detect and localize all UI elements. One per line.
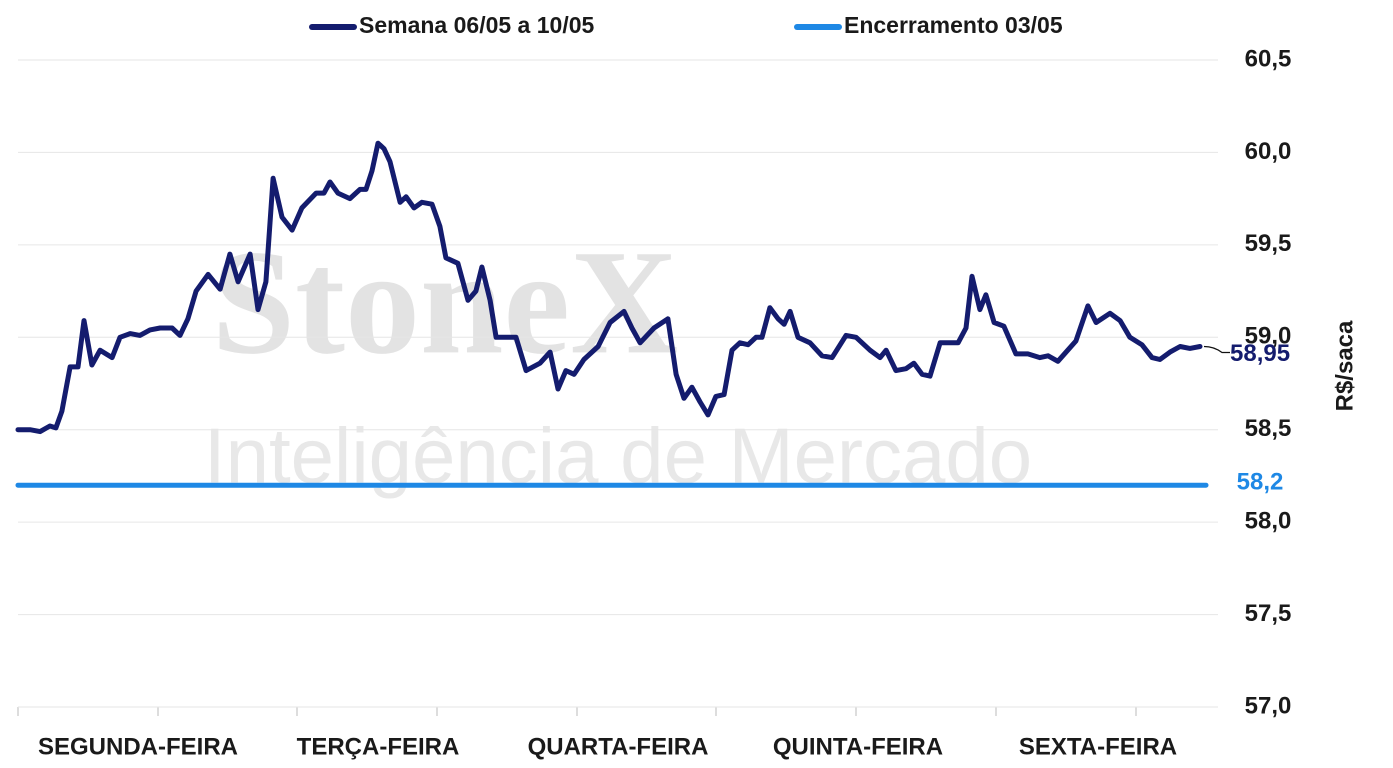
- x-tick-label: SEXTA-FEIRA: [1019, 733, 1177, 760]
- x-tick-label: QUINTA-FEIRA: [773, 733, 943, 760]
- y-tick-label: 59,5: [1245, 230, 1292, 257]
- y-tick-label: 58,5: [1245, 415, 1292, 442]
- legend-label: Semana 06/05 a 10/05: [359, 12, 594, 38]
- x-tick-label: TERÇA-FEIRA: [297, 733, 460, 760]
- y-tick-label: 59,0: [1245, 323, 1292, 350]
- x-tick-label: SEGUNDA-FEIRA: [38, 733, 238, 760]
- x-axis-ticks: [17, 707, 1137, 716]
- end-label: 58,95: [1230, 340, 1290, 367]
- end-label: 58,2: [1237, 469, 1284, 496]
- y-tick-label: 58,0: [1245, 507, 1292, 534]
- x-tick-label: QUARTA-FEIRA: [528, 733, 709, 760]
- legend-label: Encerramento 03/05: [844, 12, 1063, 38]
- y-tick-label: 57,0: [1245, 692, 1292, 719]
- y-axis-label: R$/saca: [1331, 320, 1358, 411]
- y-tick-label: 60,0: [1245, 138, 1292, 165]
- leader-line: [1203, 345, 1230, 354]
- line: [15, 140, 1203, 435]
- y-tick-label: 60,5: [1245, 45, 1292, 72]
- y-tick-label: 57,5: [1245, 600, 1292, 627]
